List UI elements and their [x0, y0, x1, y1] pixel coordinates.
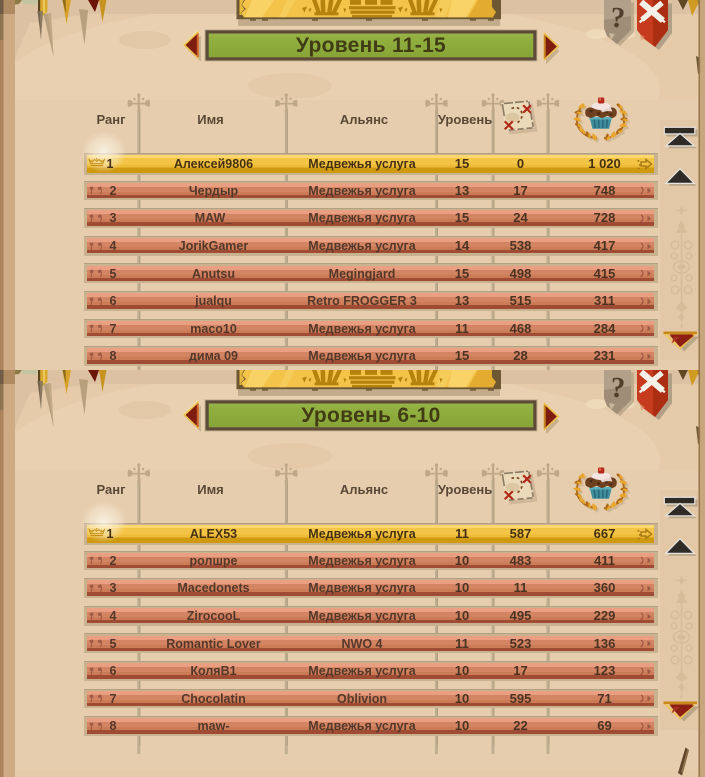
- svg-text:?: ?: [610, 372, 626, 405]
- svg-text:?: ?: [610, 2, 626, 35]
